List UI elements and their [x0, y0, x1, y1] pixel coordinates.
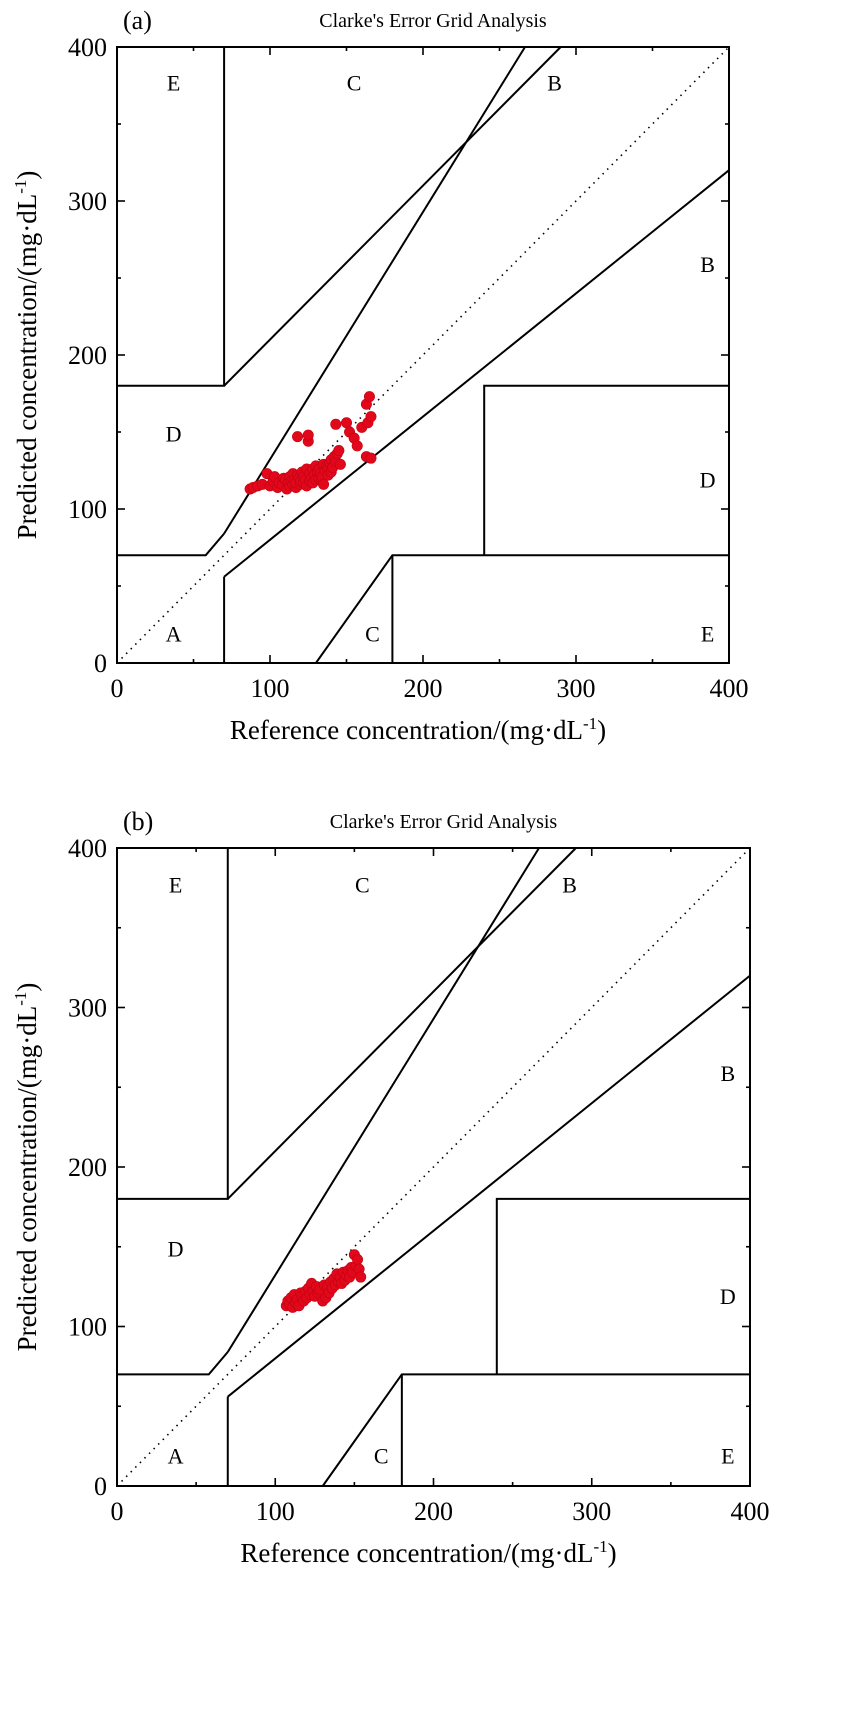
y-tick-label: 0	[94, 1472, 107, 1501]
zone-boundary	[117, 1351, 229, 1376]
data-point	[365, 452, 377, 464]
y-tick-label: 300	[68, 187, 107, 216]
data-point	[302, 429, 314, 441]
zone-boundary	[315, 554, 729, 664]
zone-label-e: E	[167, 70, 180, 95]
zone-label-d: D	[166, 422, 182, 447]
x-tick-label: 400	[710, 674, 749, 703]
zone-label-b: B	[562, 873, 577, 898]
y-tick-label: 200	[68, 341, 107, 370]
data-point	[355, 1271, 367, 1283]
data-point	[363, 391, 375, 403]
y-tick-label: 100	[68, 1313, 107, 1342]
x-tick-label: 200	[414, 1497, 453, 1526]
y-tick-label: 100	[68, 495, 107, 524]
x-tick-label: 300	[572, 1497, 611, 1526]
zone-boundary	[495, 1197, 750, 1375]
chart-title: Clarke's Error Grid Analysis	[319, 10, 547, 32]
zone-boundary	[117, 848, 229, 1200]
zone-label-b: B	[700, 252, 715, 277]
x-tick-label: 0	[111, 674, 124, 703]
zone-boundary	[223, 46, 562, 387]
zone-label-c: C	[355, 873, 370, 898]
zone-label-d: D	[700, 468, 716, 493]
y-tick-label: 200	[68, 1153, 107, 1182]
zone-boundary	[117, 532, 225, 557]
x-tick-label: 200	[404, 674, 443, 703]
zone-label-a: A	[168, 1444, 184, 1469]
zone-boundary	[483, 384, 729, 556]
x-tick-label: 0	[111, 1497, 124, 1526]
chart-title: Clarke's Error Grid Analysis	[330, 811, 558, 833]
zone-label-e: E	[169, 873, 182, 898]
zone-label-e: E	[721, 1444, 734, 1469]
zone-label-b: B	[721, 1061, 736, 1086]
y-tick-label: 300	[68, 994, 107, 1023]
data-point	[365, 411, 377, 423]
y-axis-label: Predicted concentration/(mg·dL-1)	[11, 983, 42, 1352]
x-tick-label: 100	[251, 674, 290, 703]
y-tick-label: 400	[68, 834, 107, 863]
x-axis-label: Reference concentration/(mg·dL-1)	[240, 1537, 616, 1568]
zone-boundary	[321, 1373, 750, 1487]
zone-label-c: C	[374, 1444, 389, 1469]
data-point	[352, 1254, 364, 1266]
zone-label-c: C	[365, 622, 380, 647]
x-tick-label: 400	[731, 1497, 770, 1526]
x-tick-label: 300	[557, 674, 596, 703]
y-tick-label: 0	[94, 649, 107, 678]
data-point	[330, 418, 342, 430]
zone-label-c: C	[347, 70, 362, 95]
zone-boundary	[227, 974, 751, 1398]
x-tick-label: 100	[256, 1497, 295, 1526]
zone-boundary	[223, 169, 730, 578]
panel-label: (a)	[123, 6, 152, 35]
data-point	[292, 431, 304, 443]
data-point	[334, 458, 346, 470]
y-axis-label: Predicted concentration/(mg·dL-1)	[11, 171, 42, 540]
zone-boundary	[223, 46, 526, 535]
panel-label: (b)	[123, 807, 153, 836]
data-point	[351, 440, 363, 452]
y-tick-label: 400	[68, 33, 107, 62]
x-axis-label: Reference concentration/(mg·dL-1)	[230, 714, 606, 745]
data-point	[333, 444, 345, 456]
zone-boundary	[117, 47, 226, 387]
zone-label-a: A	[166, 622, 182, 647]
data-point	[340, 417, 352, 429]
zone-boundary	[226, 847, 540, 1353]
zone-label-b: B	[547, 70, 562, 95]
chart-panel-a: 00 100 100 200 200 300 300 400 400 E C B B D D A C E Clark…	[11, 6, 749, 745]
data-point	[318, 478, 330, 490]
zone-label-e: E	[701, 622, 714, 647]
identity-line	[116, 847, 751, 1487]
zone-label-d: D	[720, 1284, 736, 1309]
identity-line	[116, 46, 730, 664]
zone-boundary	[227, 847, 577, 1200]
zone-label-d: D	[168, 1236, 184, 1261]
chart-panel-b: 00 100 100 200 200 300 300 400 400 E C B B D D A C E Clark…	[11, 807, 770, 1568]
